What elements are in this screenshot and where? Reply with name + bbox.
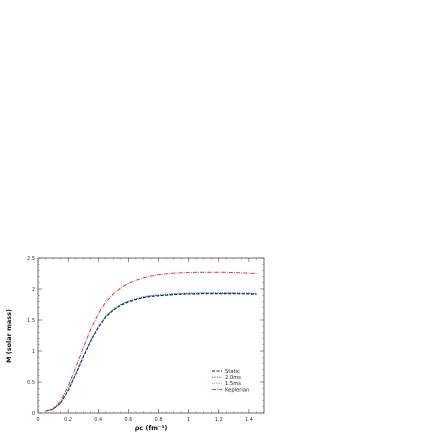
series-line-keplerian bbox=[45, 271, 257, 412]
x-tick-label: 0.8 bbox=[155, 417, 163, 423]
series-line-static bbox=[45, 293, 257, 412]
x-tick-label: 1.2 bbox=[215, 417, 223, 423]
x-tick-label: 0.6 bbox=[124, 417, 132, 423]
series-lines bbox=[45, 271, 257, 412]
legend-label: Static bbox=[225, 369, 240, 375]
y-tick-label: 1 bbox=[32, 349, 35, 355]
x-axis-label: ρc (fm⁻³) bbox=[135, 424, 168, 432]
axis-ticks: 0 0.2 0.4 0.6 0.8 1 1.2 1.4 0 0.5 1 1.5 2 2.5 bbox=[27, 256, 264, 423]
y-axis-label: M (solar mass) bbox=[5, 309, 13, 363]
y-tick-label: 2.5 bbox=[27, 256, 35, 262]
y-tick-label: 0.5 bbox=[27, 380, 35, 386]
series-line-2-0ms bbox=[45, 292, 257, 412]
y-tick-label: 2 bbox=[32, 287, 35, 293]
x-tick-label: 0.4 bbox=[94, 417, 102, 423]
x-tick-label: 0 bbox=[36, 417, 39, 423]
legend-label: Keplerian bbox=[225, 387, 249, 393]
y-tick-label: 0 bbox=[32, 411, 35, 417]
x-tick-label: 1 bbox=[187, 417, 190, 423]
legend-label: 2.0ms bbox=[225, 375, 241, 381]
x-tick-label: 0.2 bbox=[64, 417, 72, 423]
legend-label: 1.5ms bbox=[225, 381, 241, 387]
x-tick-label: 1.4 bbox=[245, 417, 253, 423]
y-tick-label: 1.5 bbox=[27, 318, 35, 324]
